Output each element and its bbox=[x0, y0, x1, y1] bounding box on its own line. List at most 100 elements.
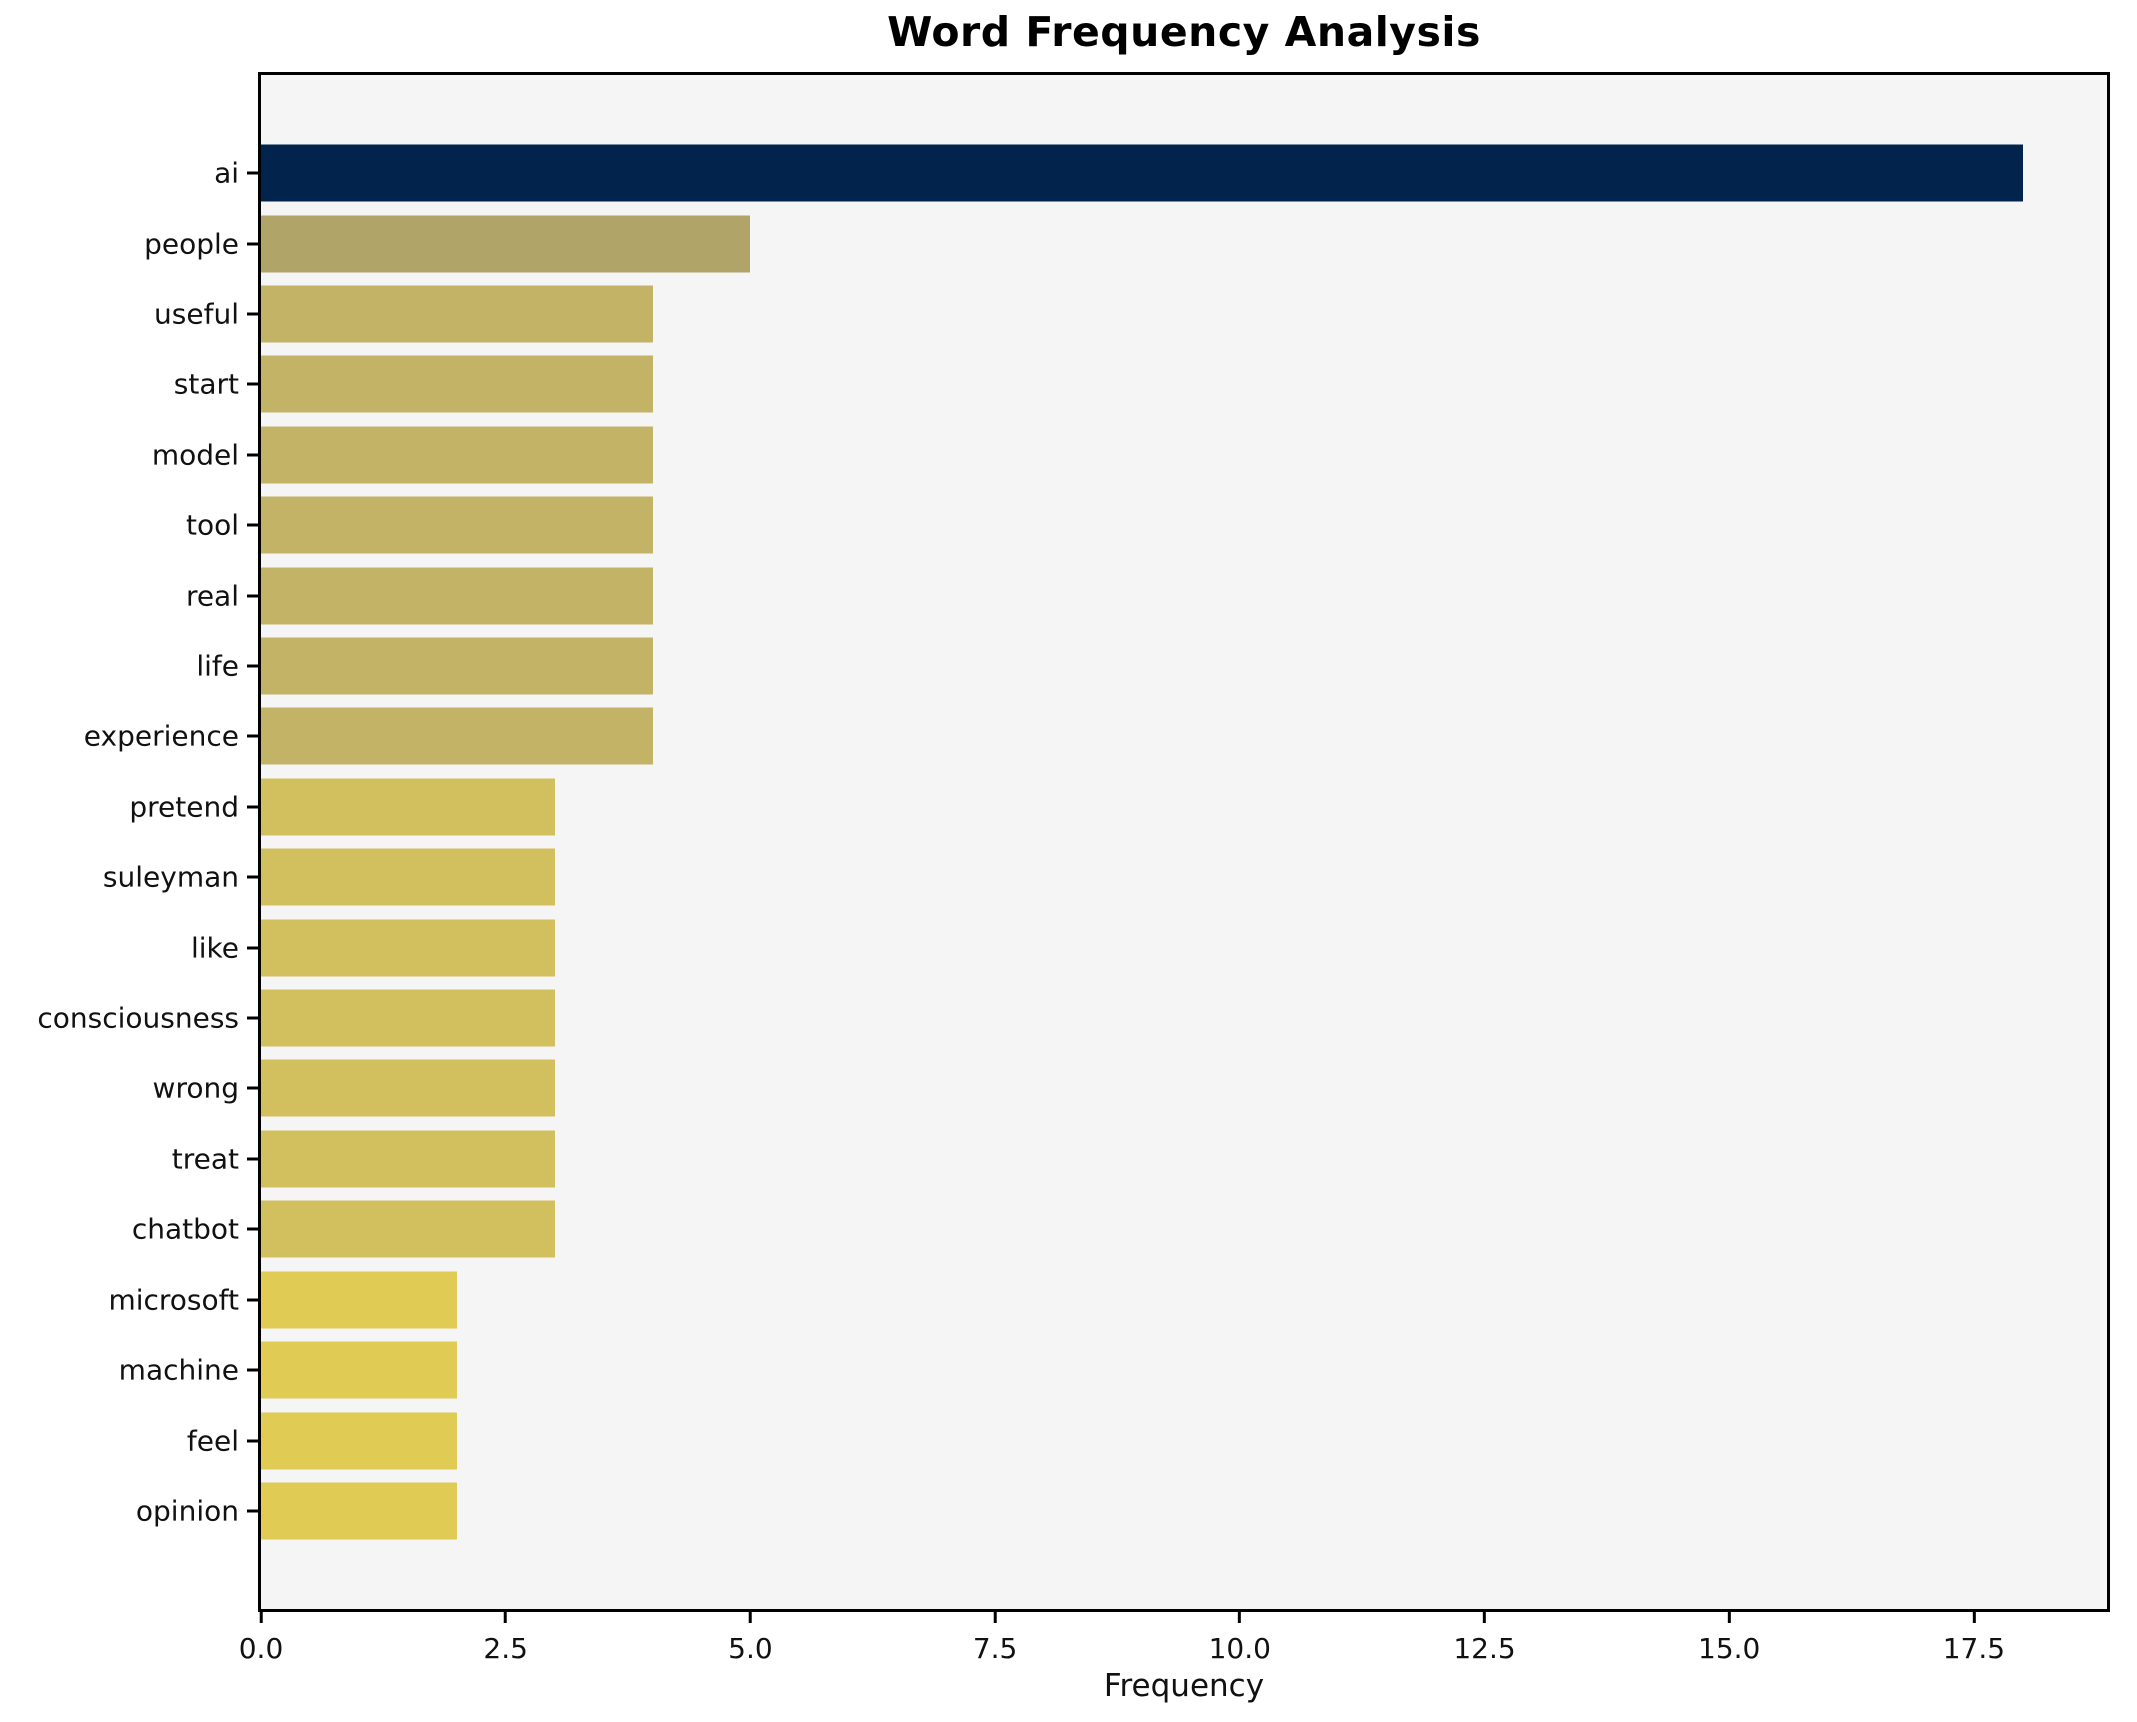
x-tick-17.5: 17.5 bbox=[1943, 1612, 2005, 1665]
y-tick-label-feel: feel bbox=[186, 1424, 239, 1458]
x-tick-mark bbox=[748, 1612, 752, 1623]
x-tick-mark bbox=[1482, 1612, 1486, 1623]
y-tick-mark bbox=[247, 453, 258, 457]
bar-row-experience: experience bbox=[84, 701, 2107, 771]
bar-row-like: like bbox=[191, 912, 2107, 982]
y-tick-label-like: like bbox=[190, 931, 239, 965]
bar-row-life: life bbox=[196, 631, 2107, 701]
bar-row-real: real bbox=[186, 560, 2107, 630]
bar-treat bbox=[261, 1130, 555, 1188]
y-tick-mark bbox=[247, 1509, 258, 1513]
bar-suleyman bbox=[261, 848, 555, 906]
y-tick-label-model: model bbox=[151, 438, 239, 472]
bar-wrong bbox=[261, 1059, 555, 1117]
y-tick-mark bbox=[247, 1298, 258, 1302]
x-tick-label-10.0: 10.0 bbox=[1208, 1632, 1271, 1665]
y-tick-mark bbox=[247, 1086, 258, 1090]
bar-row-machine: machine bbox=[119, 1335, 2107, 1405]
y-tick-mark bbox=[247, 171, 258, 175]
x-axis-label: Frequency bbox=[1103, 1668, 1265, 1704]
bar-real bbox=[261, 567, 653, 625]
x-tick-2.5: 2.5 bbox=[483, 1612, 528, 1665]
y-tick-label-useful: useful bbox=[154, 297, 239, 331]
y-tick-label-machine: machine bbox=[118, 1353, 239, 1387]
y-tick-label-microsoft: microsoft bbox=[108, 1283, 239, 1317]
y-tick-label-experience: experience bbox=[83, 719, 239, 753]
bar-row-treat: treat bbox=[172, 1124, 2107, 1194]
y-tick-mark bbox=[247, 594, 258, 598]
bar-life bbox=[261, 637, 653, 695]
bar-rows-container: ai people useful start model tool real life expe… bbox=[37, 75, 2107, 1609]
x-tick-label-15.0: 15.0 bbox=[1698, 1632, 1761, 1665]
bar-consciousness bbox=[261, 989, 555, 1047]
y-tick-label-tool: tool bbox=[185, 508, 239, 542]
bar-tool bbox=[261, 496, 653, 554]
bar-microsoft bbox=[261, 1271, 457, 1329]
y-tick-label-ai: ai bbox=[214, 156, 239, 190]
bar-row-people: people bbox=[144, 208, 2107, 278]
bar-row-opinion: opinion bbox=[136, 1476, 2107, 1546]
y-tick-mark bbox=[247, 1016, 258, 1020]
x-tick-label-7.5: 7.5 bbox=[972, 1632, 1018, 1665]
bar-row-ai: ai bbox=[214, 138, 2107, 208]
bar-experience bbox=[261, 707, 653, 765]
bar-row-suleyman: suleyman bbox=[103, 842, 2107, 912]
y-tick-mark bbox=[247, 875, 258, 879]
x-tick-mark bbox=[259, 1612, 263, 1623]
y-tick-label-treat: treat bbox=[171, 1142, 239, 1176]
y-tick-label-people: people bbox=[144, 227, 239, 261]
chart-title: Word Frequency Analysis bbox=[887, 8, 1481, 56]
bar-model bbox=[261, 426, 653, 484]
bar-row-tool: tool bbox=[186, 490, 2107, 560]
x-tick-label-17.5: 17.5 bbox=[1942, 1632, 2006, 1665]
bar-row-consciousness: consciousness bbox=[37, 983, 2107, 1053]
y-tick-label-opinion: opinion bbox=[135, 1494, 239, 1528]
y-tick-label-consciousness: consciousness bbox=[37, 1001, 239, 1035]
y-tick-mark bbox=[247, 1227, 258, 1231]
bar-opinion bbox=[261, 1482, 457, 1540]
bar-row-feel: feel bbox=[187, 1405, 2107, 1475]
y-tick-mark bbox=[247, 946, 258, 950]
plot-area: ai people useful start model tool real life expe… bbox=[37, 72, 2110, 1665]
bar-row-useful: useful bbox=[154, 279, 2107, 349]
x-tick-label-2.5: 2.5 bbox=[483, 1632, 528, 1665]
y-tick-mark bbox=[247, 664, 258, 668]
bar-row-model: model bbox=[152, 420, 2107, 490]
x-tick-7.5: 7.5 bbox=[972, 1612, 1018, 1665]
x-tick-5.0: 5.0 bbox=[728, 1612, 773, 1665]
y-tick-mark bbox=[247, 523, 258, 527]
y-tick-mark bbox=[247, 242, 258, 246]
y-tick-mark bbox=[247, 1368, 258, 1372]
bar-row-start: start bbox=[174, 349, 2107, 419]
bar-pretend bbox=[261, 778, 555, 836]
y-tick-label-start: start bbox=[173, 367, 239, 401]
bar-feel bbox=[261, 1412, 457, 1470]
bar-machine bbox=[261, 1341, 457, 1399]
y-tick-mark bbox=[247, 1157, 258, 1161]
x-tick-label-0.0: 0.0 bbox=[238, 1632, 284, 1665]
y-tick-mark bbox=[247, 312, 258, 316]
y-tick-label-real: real bbox=[185, 579, 239, 613]
y-tick-label-chatbot: chatbot bbox=[131, 1212, 239, 1246]
x-tick-label-5.0: 5.0 bbox=[728, 1632, 773, 1665]
bar-chatbot bbox=[261, 1200, 555, 1258]
bar-start bbox=[261, 355, 653, 413]
x-tick-mark bbox=[993, 1612, 997, 1623]
bar-row-microsoft: microsoft bbox=[108, 1265, 2107, 1335]
x-tick-mark bbox=[1238, 1612, 1242, 1623]
bar-row-chatbot: chatbot bbox=[132, 1194, 2107, 1264]
bar-like bbox=[261, 919, 555, 977]
x-tick-label-12.5: 12.5 bbox=[1453, 1632, 1516, 1665]
bar-row-wrong: wrong bbox=[153, 1053, 2107, 1123]
y-tick-mark bbox=[247, 382, 258, 386]
x-tick-mark bbox=[1972, 1612, 1976, 1623]
x-tick-15.0: 15.0 bbox=[1698, 1612, 1760, 1665]
bar-people bbox=[261, 215, 751, 273]
x-tick-12.5: 12.5 bbox=[1453, 1612, 1516, 1665]
x-tick-0.0: 0.0 bbox=[238, 1612, 284, 1665]
x-tick-mark bbox=[1727, 1612, 1731, 1623]
bar-row-pretend: pretend bbox=[129, 772, 2107, 842]
y-tick-mark bbox=[247, 734, 258, 738]
y-tick-label-suleyman: suleyman bbox=[102, 860, 239, 894]
